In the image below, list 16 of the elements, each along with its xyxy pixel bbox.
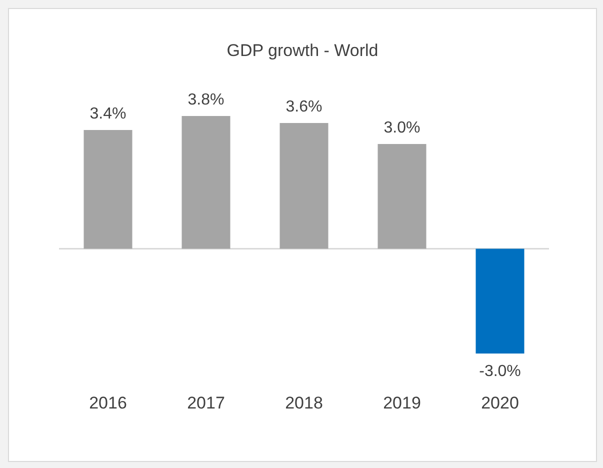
bar (84, 130, 132, 249)
bar (476, 248, 524, 354)
x-tick-label: 2017 (187, 393, 225, 412)
data-label: 3.8% (188, 91, 224, 108)
data-label: 3.0% (384, 119, 420, 136)
data-label: 3.4% (90, 105, 126, 122)
bar (182, 116, 230, 249)
x-tick-label: 2016 (89, 393, 127, 412)
data-label: 3.6% (286, 98, 322, 116)
bar (378, 144, 426, 249)
bar (280, 122, 328, 249)
x-tick-label: 2018 (285, 393, 323, 412)
data-label: -3.0% (479, 363, 521, 380)
x-tick-label: 2019 (383, 393, 421, 412)
chart-title: GDP growth - World (226, 41, 380, 61)
x-tick-label: 2020 (481, 393, 519, 412)
